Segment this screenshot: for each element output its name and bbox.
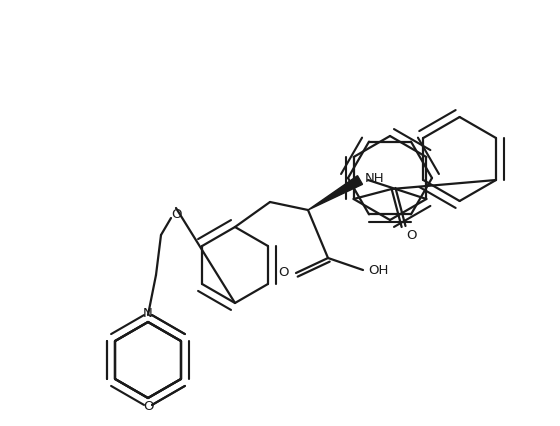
Text: N: N [143,307,153,320]
Text: O: O [407,229,417,242]
Text: O: O [143,400,153,413]
Polygon shape [308,176,362,210]
Text: NH: NH [365,172,385,184]
Text: O: O [171,208,181,222]
Text: OH: OH [368,264,389,276]
Text: O: O [278,267,289,279]
